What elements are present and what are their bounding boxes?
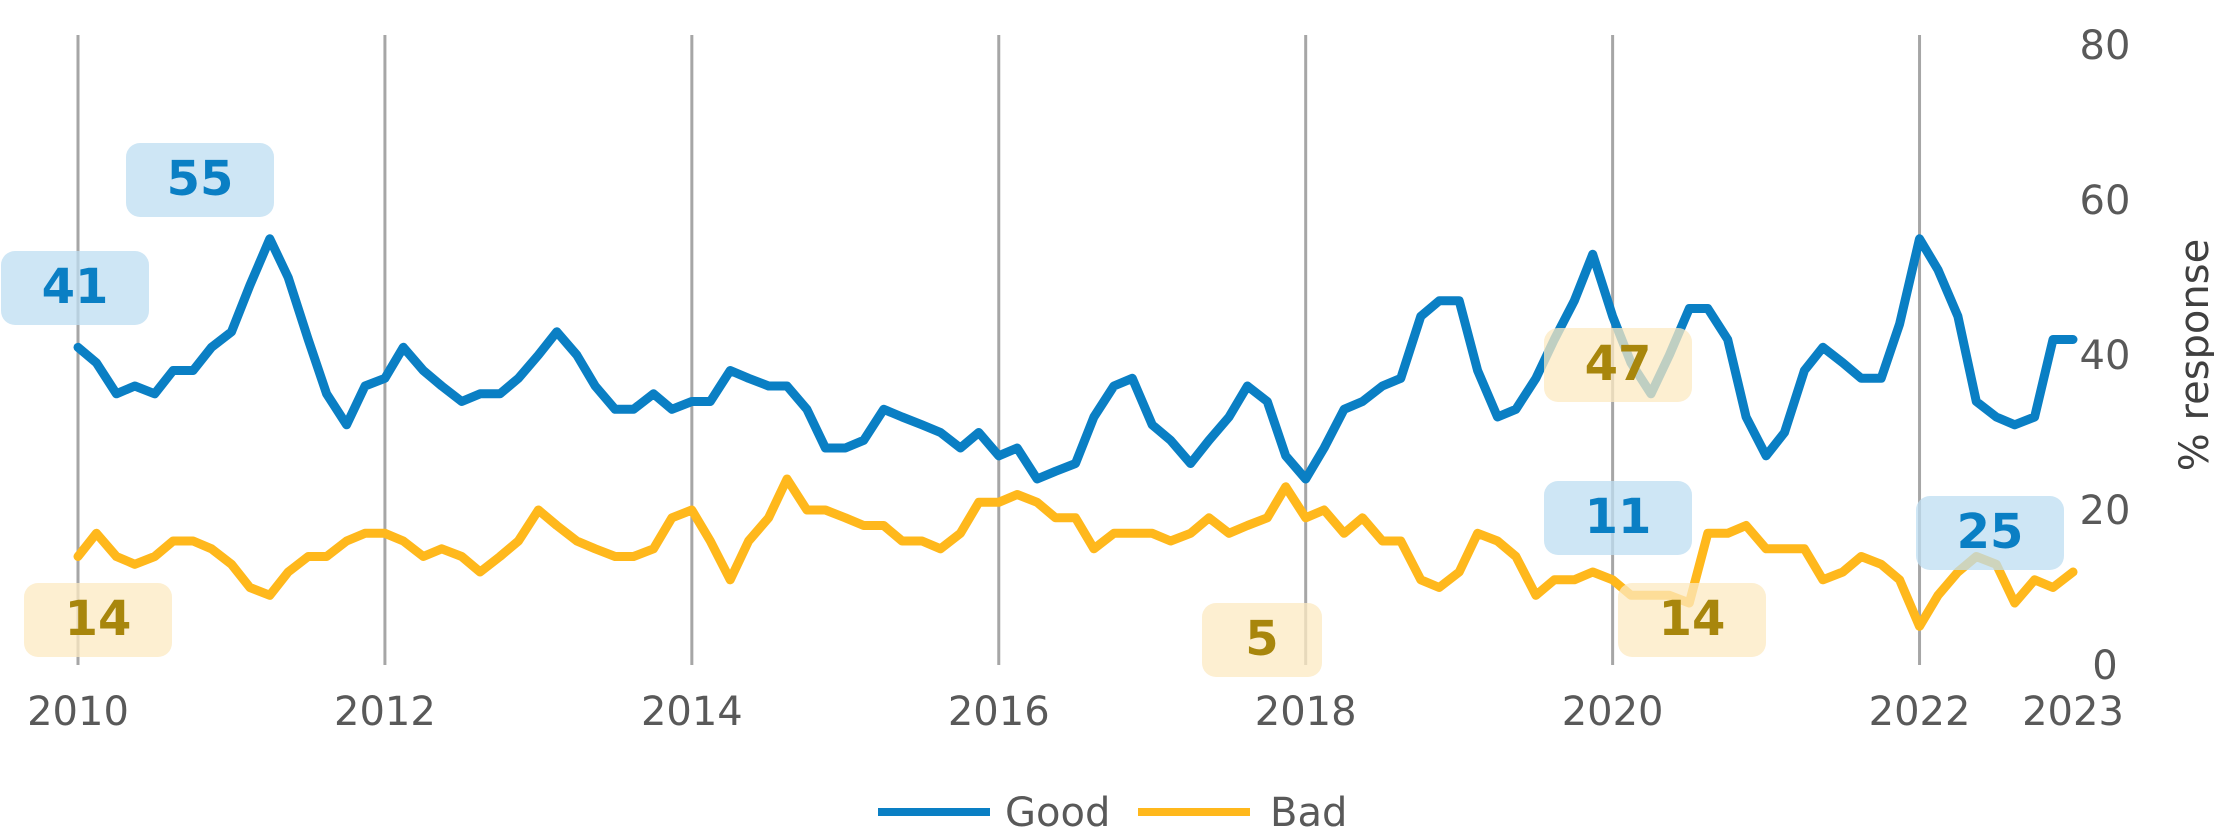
data-callouts: 41 55 11 25 14 5 47 14 xyxy=(1,143,2064,677)
callout-bad-0: 14 xyxy=(24,583,172,657)
x-tick-2010: 2010 xyxy=(27,689,129,735)
callout-good-2: 11 xyxy=(1544,481,1692,555)
callout-label: 41 xyxy=(42,259,109,315)
callout-label: 14 xyxy=(1659,591,1726,647)
y-tick-60: 60 xyxy=(2080,178,2131,224)
y-tick-20: 20 xyxy=(2080,488,2131,534)
y-axis-title: % response xyxy=(2172,239,2214,471)
x-tick-2023: 2023 xyxy=(2022,689,2124,735)
series-line-good xyxy=(73,234,2078,484)
callout-box xyxy=(24,583,172,657)
callout-good-3: 25 xyxy=(1916,496,2064,570)
callout-box xyxy=(126,143,274,217)
legend-label: Good xyxy=(1005,790,1110,836)
x-tick-2020: 2020 xyxy=(1562,689,1664,735)
legend-label: Bad xyxy=(1270,790,1347,836)
y-tick-40: 40 xyxy=(2080,333,2131,379)
callout-bad-3: 14 xyxy=(1618,583,1766,657)
callout-box xyxy=(1,251,149,325)
callout-box xyxy=(1618,583,1766,657)
callout-label: 55 xyxy=(167,151,234,207)
legend[interactable]: Good Bad xyxy=(878,790,1347,836)
callout-good-1: 55 xyxy=(126,143,274,217)
x-tick-2016: 2016 xyxy=(948,689,1050,735)
callout-good-0: 41 xyxy=(1,251,149,325)
x-tick-2022: 2022 xyxy=(1869,689,1971,735)
y-tick-0: 0 xyxy=(2092,643,2117,689)
callout-box xyxy=(1544,328,1692,402)
y-tick-80: 80 xyxy=(2080,23,2131,69)
x-tick-2014: 2014 xyxy=(641,689,743,735)
callout-bad-1: 5 xyxy=(1202,603,1322,677)
callout-bad-2: 47 xyxy=(1544,328,1692,402)
callout-box xyxy=(1544,481,1692,555)
callout-label: 5 xyxy=(1245,611,1278,667)
x-tick-2018: 2018 xyxy=(1255,689,1357,735)
callout-label: 47 xyxy=(1585,336,1652,392)
x-axis-tick-labels: 2010 2012 2014 2016 2018 2020 2022 2023 xyxy=(27,689,2124,735)
series-line-bad xyxy=(73,474,2078,631)
legend-item-bad[interactable]: Bad xyxy=(1138,790,1347,836)
callout-box xyxy=(1916,496,2064,570)
y-axis-tick-labels: 0 20 40 60 80 xyxy=(2080,23,2131,689)
callout-label: 11 xyxy=(1585,489,1652,545)
callout-box xyxy=(1202,603,1322,677)
callout-label: 25 xyxy=(1957,504,2024,560)
legend-item-good[interactable]: Good xyxy=(878,790,1110,836)
series-lines xyxy=(73,234,2078,631)
callout-label: 14 xyxy=(65,591,132,647)
x-tick-2012: 2012 xyxy=(334,689,436,735)
